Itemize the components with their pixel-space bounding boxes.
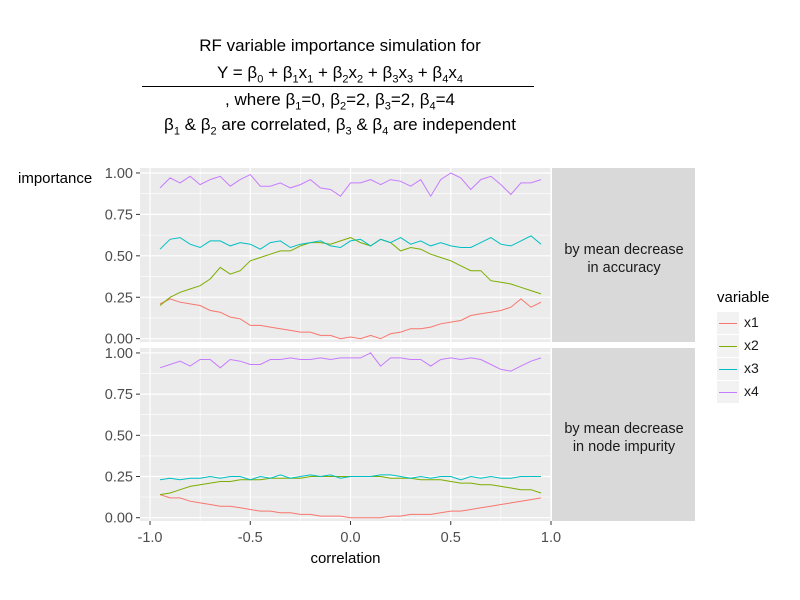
legend-key [717, 312, 739, 334]
y-tick-label: 0.75 [105, 207, 133, 223]
legend-item-x3: x3 [717, 358, 777, 380]
chart-title-line-4: β1 & β2 are correlated, β3 & β4 are inde… [164, 115, 516, 138]
legend-label: x1 [744, 314, 759, 330]
y-tick-label: 1.00 [105, 166, 133, 182]
x-tick-label: 0.5 [441, 530, 461, 546]
chart-title-line-2: Y = β0 + β1x1 + β2x2 + β3x3 + β4x4 [217, 63, 463, 86]
legend-key [717, 335, 739, 357]
title-fraction-rule [142, 86, 534, 87]
x-tick-label: -0.5 [238, 530, 263, 546]
x-axis-label: correlation [310, 550, 380, 567]
x-tick-label: 1.0 [541, 530, 561, 546]
y-tick-label: 0.50 [105, 249, 133, 265]
legend-key [717, 381, 739, 403]
legend-title: variable [717, 289, 770, 306]
facet-strip [552, 348, 695, 521]
legend-label: x3 [744, 360, 759, 376]
panel-background [140, 168, 551, 342]
facet-strip [552, 168, 695, 342]
legend-item-x2: x2 [717, 335, 777, 357]
chart-title-line-3: , where β1=0, β2=2, β3=2, β4=4 [225, 90, 455, 113]
panel-background [140, 348, 551, 521]
series-line-x4 [159, 352, 542, 372]
legend-key [717, 358, 739, 380]
series-line-x3 [159, 235, 542, 250]
y-tick-label: 0.00 [105, 332, 133, 348]
series-line-x2 [159, 237, 542, 306]
x-tick-label: -1.0 [138, 530, 163, 546]
y-tick-label: 0.25 [105, 470, 133, 486]
x-tick-label: 0.0 [340, 530, 360, 546]
y-tick-label: 0.50 [105, 428, 133, 444]
legend-label: x2 [744, 337, 759, 353]
legend-label: x4 [744, 383, 759, 399]
y-tick-label: 0.00 [105, 511, 133, 527]
series-line-x3 [159, 474, 541, 481]
chart-title-line-1: RF variable importance simulation for [199, 36, 481, 55]
legend-item-x4: x4 [717, 381, 777, 403]
strip-label-accuracy: by mean decrease in accuracy [564, 242, 684, 276]
series-line-x1 [159, 494, 542, 519]
y-axis-label: importance [18, 170, 92, 187]
y-tick-label: 0.75 [105, 387, 133, 403]
series-line-x4 [159, 172, 542, 198]
y-tick-label: 0.25 [105, 290, 133, 306]
y-tick-label: 1.00 [105, 346, 133, 362]
series-line-x1 [159, 298, 542, 340]
strip-label-impurity: by mean decrease in node impurity [564, 421, 684, 455]
legend-item-x1: x1 [717, 312, 777, 334]
